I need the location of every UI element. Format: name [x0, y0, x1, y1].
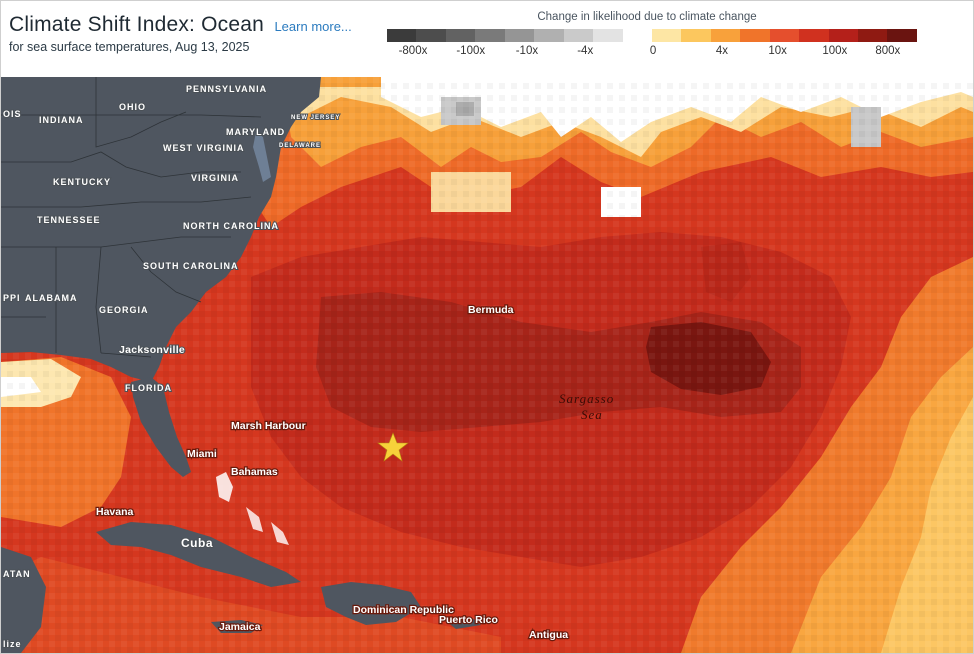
legend-swatch — [387, 29, 417, 42]
legend-swatch — [740, 29, 770, 42]
state-label: FLORIDA — [125, 383, 172, 393]
star-marker-icon[interactable] — [377, 432, 409, 462]
legend-swatch — [622, 29, 652, 42]
city-label: Jamaica — [219, 621, 261, 633]
city-label: Bahamas — [231, 466, 278, 478]
state-label: TENNESSEE — [37, 215, 101, 225]
legend-swatch — [475, 29, 505, 42]
state-label: PPI — [3, 293, 21, 303]
city-label: Havana — [96, 506, 134, 518]
legend-swatch — [858, 29, 888, 42]
legend-swatch — [563, 29, 594, 42]
legend-swatch — [504, 29, 535, 42]
legend-tick: 10x — [768, 45, 787, 57]
legend-swatch — [799, 29, 829, 42]
city-label: Marsh Harbour — [231, 420, 306, 432]
land-jamaica — [211, 620, 263, 633]
legend-swatch — [651, 29, 682, 42]
state-label: SOUTH CAROLINA — [143, 261, 239, 271]
state-label: NEW JERSEY — [291, 115, 340, 121]
state-label: WEST VIRGINIA — [163, 143, 245, 153]
legend-tick: 0 — [649, 45, 657, 57]
city-label: ATAN — [3, 569, 31, 579]
legend-ticks: -800x -100x -10x -4x 0 4x 10x 100x 800x — [387, 45, 917, 61]
city-label: Cuba — [181, 536, 213, 550]
state-label: OHIO — [119, 102, 146, 112]
city-label: Puerto Rico — [439, 614, 498, 626]
state-label: NORTH CAROLINA — [183, 221, 279, 231]
city-label: Dominican Republic — [353, 604, 454, 616]
state-label: KENTUCKY — [53, 177, 111, 187]
state-label: ALABAMA — [25, 293, 78, 303]
land-cuba — [96, 522, 301, 587]
land-puerto-rico — [441, 617, 481, 629]
legend-swatch — [416, 29, 446, 42]
legend-tick: -4x — [577, 45, 594, 57]
land-hispaniola — [321, 582, 421, 625]
city-label: Jacksonville — [119, 344, 185, 356]
legend-swatch — [769, 29, 800, 42]
state-label: INDIANA — [39, 115, 84, 125]
legend-tick: -800x — [398, 45, 428, 57]
legend-swatch — [534, 29, 564, 42]
state-label: OIS — [3, 109, 22, 119]
land-usa — [1, 77, 321, 382]
state-label: PENNSYLVANIA — [186, 84, 267, 94]
map[interactable]: PENNSYLVANIA OHIO INDIANA MARYLAND WEST … — [1, 77, 973, 653]
land-bahamas — [246, 507, 263, 532]
legend-tick: 4x — [715, 45, 729, 57]
ocean-label: Sargasso — [559, 391, 614, 406]
land-florida — [131, 377, 191, 477]
legend-tick: 100x — [822, 45, 848, 57]
legend-tick: -100x — [456, 45, 486, 57]
map-svg: PENNSYLVANIA OHIO INDIANA MARYLAND WEST … — [1, 77, 973, 653]
header: Climate Shift Index: Ocean Learn more...… — [1, 1, 973, 77]
legend-color-bar — [387, 29, 917, 42]
land-bahamas — [271, 522, 289, 545]
ocean-label: Sea — [581, 407, 603, 422]
city-label: Miami — [187, 448, 217, 460]
title-row: Climate Shift Index: Ocean Learn more... — [9, 13, 352, 37]
legend-swatch — [681, 29, 711, 42]
state-label: MARYLAND — [226, 127, 285, 137]
legend-swatch — [828, 29, 858, 42]
state-label: VIRGINIA — [191, 173, 239, 183]
page-subtitle: for sea surface temperatures, Aug 13, 20… — [9, 40, 250, 54]
state-borders — [1, 77, 262, 358]
state-label: DELAWARE — [279, 143, 321, 149]
state-label: GEORGIA — [99, 305, 149, 315]
legend-swatch — [887, 29, 917, 42]
land-bahamas — [216, 472, 233, 502]
city-label: lize — [3, 639, 22, 649]
land-mexico — [1, 547, 46, 653]
legend-title: Change in likelihood due to climate chan… — [537, 11, 757, 23]
legend-swatch — [593, 29, 623, 42]
land-chesapeake — [253, 132, 271, 182]
page-title: Climate Shift Index: Ocean — [9, 13, 264, 36]
legend-tick: 800x — [875, 45, 901, 57]
city-label: Antigua — [529, 629, 568, 641]
legend-tick: -10x — [515, 45, 539, 57]
learn-more-link[interactable]: Learn more... — [274, 19, 352, 34]
legend-swatch — [445, 29, 476, 42]
city-label: Bermuda — [468, 304, 514, 316]
legend: Change in likelihood due to climate chan… — [387, 11, 917, 61]
legend-swatch — [710, 29, 741, 42]
